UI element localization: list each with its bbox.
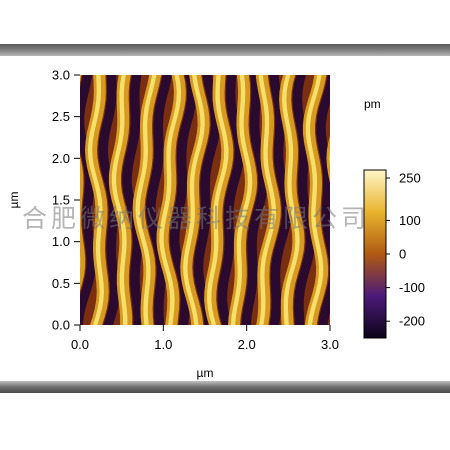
colorbar-tick-label: 0 <box>399 247 406 262</box>
trough-stripe <box>292 75 316 325</box>
colorbar-ticks: 250 100 0 -100 -200 <box>386 171 425 329</box>
y-tick-label: 2.0 <box>52 151 70 166</box>
trough-stripe <box>241 75 268 325</box>
ridge-crest <box>258 75 276 325</box>
x-tick-label: 2.0 <box>238 337 256 352</box>
trough-stripe <box>269 75 292 325</box>
x-axis: 0.0 1.0 2.0 3.0 <box>71 325 339 352</box>
window-bottom-bar <box>0 381 450 393</box>
y-tick-label: 1.5 <box>52 193 70 208</box>
afm-height-map <box>80 75 330 325</box>
y-tick-label: 1.0 <box>52 234 70 249</box>
ridge-stripe <box>108 75 133 325</box>
colorbar <box>363 169 387 339</box>
ridge-crest <box>80 254 81 270</box>
trough-stripe <box>80 75 96 325</box>
window-top-bar <box>0 44 450 56</box>
y-tick-label: 0.5 <box>52 276 70 291</box>
y-tick-label: 0.0 <box>52 318 70 333</box>
trough-stripe <box>193 75 221 325</box>
ridge-crest <box>305 75 324 325</box>
ridge-crest <box>159 75 182 325</box>
y-axis-label: µm <box>7 192 21 209</box>
trough-stripe <box>98 75 120 325</box>
colorbar-tick-label: -200 <box>399 314 425 329</box>
x-tick-label: 0.0 <box>71 337 89 352</box>
ridge-crest <box>230 75 253 325</box>
y-tick-label: 2.5 <box>52 109 70 124</box>
y-tick-label: 3.0 <box>52 68 70 83</box>
watermark-text: 合肥微纳仪器科技有限公司 <box>22 204 371 233</box>
trough-stripe <box>316 75 330 325</box>
ridge-stripe <box>132 75 162 325</box>
ridge-crest <box>282 75 300 325</box>
ridge-stripe <box>326 135 330 184</box>
colorbar-tick-label: -100 <box>399 280 425 295</box>
ridge-crest <box>135 75 157 325</box>
x-tick-label: 1.0 <box>154 337 172 352</box>
ridge-crest <box>87 75 104 325</box>
x-axis-label: µm <box>197 366 214 380</box>
ridge-stripe <box>228 75 258 325</box>
ridge-crest <box>329 148 330 168</box>
ridge-crest <box>207 75 229 325</box>
trough-stripe <box>122 75 144 325</box>
x-tick-label: 3.0 <box>321 337 339 352</box>
ridge-stripe <box>80 75 86 291</box>
colorbar-tick-label: 100 <box>399 213 421 228</box>
trough-stripe <box>169 75 197 325</box>
colorbar-unit-label: pm <box>364 97 381 111</box>
ridge-crest <box>111 75 128 325</box>
ridge-crest <box>183 75 205 325</box>
y-axis: 0.0 0.5 1.0 1.5 2.0 2.5 3.0 <box>52 68 80 333</box>
colorbar-tick-label: 250 <box>399 171 421 186</box>
